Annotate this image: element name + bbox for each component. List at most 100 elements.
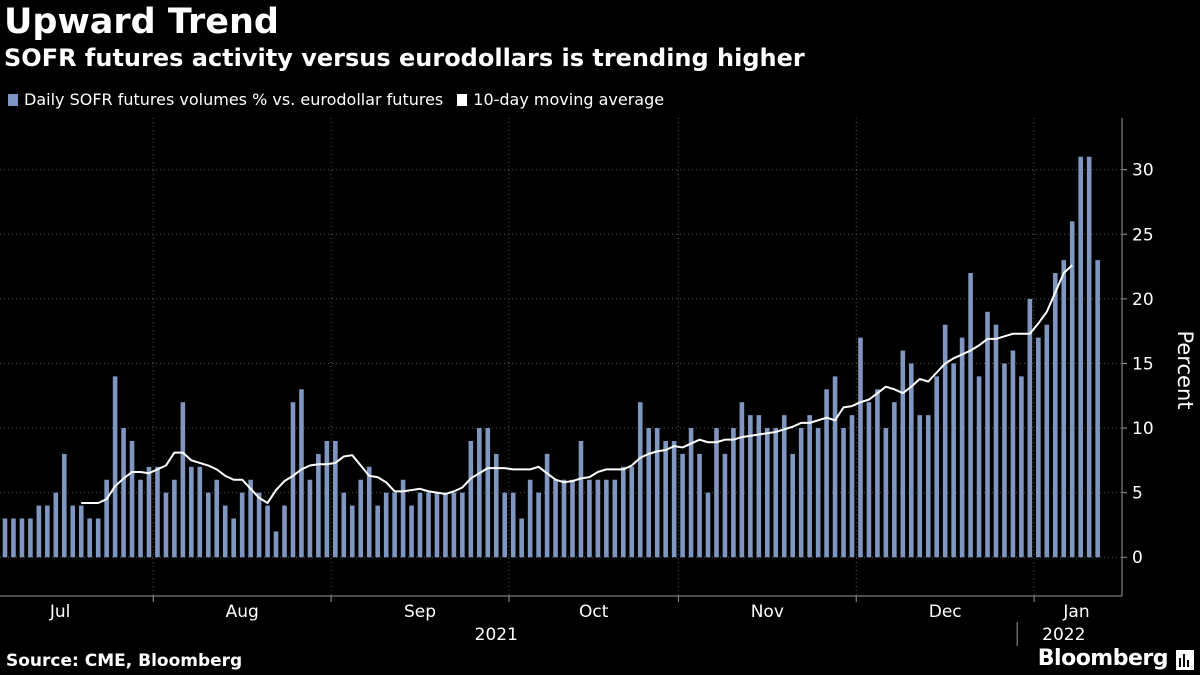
bar-15 xyxy=(129,440,135,558)
bar-1 xyxy=(11,518,16,558)
bar-96 xyxy=(815,428,821,558)
legend: Daily SOFR futures volumes % vs. eurodol… xyxy=(8,90,678,109)
legend-swatch-line xyxy=(457,93,468,106)
bar-83 xyxy=(705,492,711,558)
bar-42 xyxy=(358,479,364,558)
bar-88 xyxy=(748,415,753,558)
bar-32 xyxy=(273,531,279,558)
bar-39 xyxy=(333,440,338,558)
bar-65 xyxy=(553,479,558,558)
y-tick-label-10: 10 xyxy=(1132,419,1154,439)
bar-89 xyxy=(756,415,762,558)
legend-label-volumes: Daily SOFR futures volumes % vs. eurodol… xyxy=(24,90,444,109)
bar-67 xyxy=(570,479,575,558)
bar-123 xyxy=(1044,324,1050,558)
bar-72 xyxy=(612,479,618,558)
bar-129 xyxy=(1095,260,1100,558)
bar-95 xyxy=(807,415,812,558)
bar-44 xyxy=(375,505,380,558)
bar-9 xyxy=(78,505,84,558)
bar-114 xyxy=(968,273,973,558)
bar-70 xyxy=(595,479,601,558)
legend-swatch-bar xyxy=(8,93,18,106)
bar-113 xyxy=(959,337,965,558)
x-tick-label-jul: Jul xyxy=(49,602,71,622)
bar-82 xyxy=(697,453,702,558)
bar-6 xyxy=(53,492,59,558)
bar-86 xyxy=(731,428,736,558)
bar-5 xyxy=(45,505,50,558)
bar-112 xyxy=(951,363,956,558)
y-tick-label-15: 15 xyxy=(1132,354,1154,374)
bar-25 xyxy=(214,479,220,558)
bar-121 xyxy=(1027,298,1033,558)
bar-115 xyxy=(976,376,982,558)
bar-126 xyxy=(1069,221,1075,558)
bar-2 xyxy=(19,518,25,558)
bar-118 xyxy=(1002,363,1007,558)
bar-19 xyxy=(163,492,169,558)
bar-57 xyxy=(485,428,491,558)
bar-84 xyxy=(714,428,719,558)
bar-124 xyxy=(1052,273,1058,558)
y-tick-label-20: 20 xyxy=(1132,290,1154,310)
bar-90 xyxy=(765,428,770,558)
bar-92 xyxy=(781,415,787,558)
bar-38 xyxy=(324,440,330,558)
bar-4 xyxy=(36,505,42,558)
bar-105 xyxy=(892,402,897,558)
bar-107 xyxy=(908,363,914,558)
bloomberg-logo: Bloomberg xyxy=(1037,646,1169,671)
bar-103 xyxy=(875,389,880,558)
bar-11 xyxy=(95,518,101,558)
bar-73 xyxy=(621,466,626,558)
bar-101 xyxy=(858,337,863,558)
bar-49 xyxy=(417,492,423,558)
legend-item-volumes: Daily SOFR futures volumes % vs. eurodol… xyxy=(8,90,443,109)
bar-23 xyxy=(197,466,203,558)
bar-66 xyxy=(561,479,567,558)
bar-102 xyxy=(866,402,872,558)
bar-122 xyxy=(1036,337,1041,558)
bar-24 xyxy=(205,492,211,558)
bar-43 xyxy=(366,466,372,558)
axes: 0 5 10 15 20 25 30 Jul Aug Sep Oct Nov Dec Jan 2021 202… xyxy=(0,118,1154,646)
bar-54 xyxy=(460,492,465,558)
bar-34 xyxy=(290,402,296,558)
bar-78 xyxy=(663,440,668,558)
bar-62 xyxy=(527,479,533,558)
bar-111 xyxy=(942,324,948,558)
moving-average-polyline xyxy=(81,264,1073,504)
bar-68 xyxy=(578,440,584,558)
bar-116 xyxy=(985,311,990,558)
bar-12 xyxy=(104,479,109,558)
bar-128 xyxy=(1086,156,1092,558)
bar-81 xyxy=(688,428,694,558)
bar-56 xyxy=(477,428,482,558)
bloomberg-mark-icon xyxy=(1176,650,1194,670)
bar-46 xyxy=(392,492,397,558)
bar-64 xyxy=(544,453,550,558)
bar-71 xyxy=(604,479,609,558)
year-label-2022: 2022 xyxy=(1042,625,1085,645)
bar-52 xyxy=(443,492,448,558)
bar-60 xyxy=(510,492,516,558)
bar-10 xyxy=(87,518,92,558)
bar-40 xyxy=(341,492,347,558)
year-label-2021: 2021 xyxy=(475,625,518,645)
bar-20 xyxy=(172,479,177,558)
bar-127 xyxy=(1078,156,1083,558)
source-note: Source: CME, Bloomberg xyxy=(6,651,243,671)
bar-119 xyxy=(1010,350,1016,558)
bar-53 xyxy=(451,492,457,558)
bar-17 xyxy=(146,466,152,558)
bar-31 xyxy=(265,505,270,558)
bar-29 xyxy=(248,479,253,558)
bar-26 xyxy=(222,505,228,558)
bar-125 xyxy=(1061,260,1067,558)
bar-77 xyxy=(654,428,660,558)
bar-76 xyxy=(646,428,652,558)
bar-99 xyxy=(841,428,846,558)
bar-120 xyxy=(1019,376,1024,558)
